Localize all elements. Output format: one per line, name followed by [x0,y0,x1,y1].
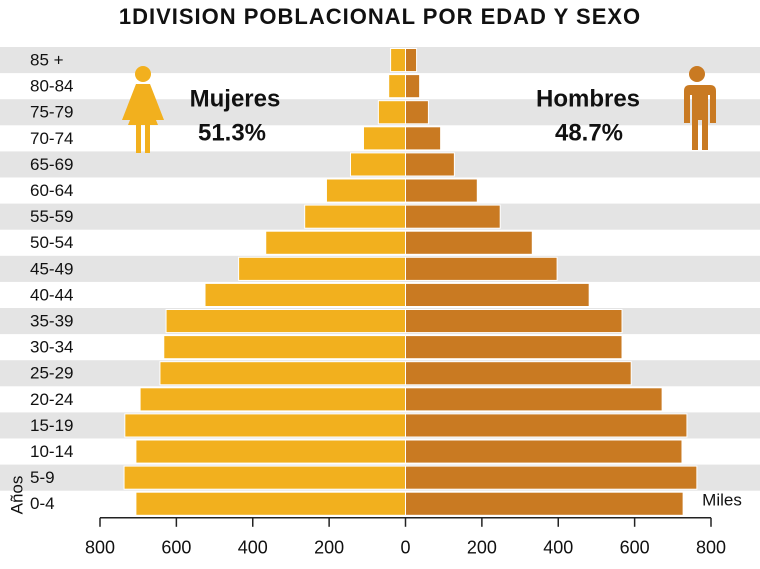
category-label: 25-29 [30,364,73,383]
bar [377,100,406,125]
bar [388,74,407,99]
category-label: 50-54 [30,233,73,252]
bar [265,230,407,255]
bar [405,335,623,360]
bar [405,361,632,386]
category-label: 10-14 [30,442,73,461]
x-tick-label: 600 [620,538,650,558]
bar [390,48,406,73]
category-label: 30-34 [30,338,73,357]
x-tick-label: 400 [543,538,573,558]
category-label: 85 + [30,51,64,70]
x-tick-label: 0 [400,538,410,558]
x-tick-label: 200 [467,538,497,558]
x-tick-label: 200 [314,538,344,558]
bar [405,309,623,334]
bar [405,178,478,203]
bar [405,491,684,516]
bar [123,465,406,490]
category-label: 5-9 [30,468,55,487]
bar [405,74,421,99]
bar [204,282,406,307]
category-label: 35-39 [30,312,73,331]
category-label: 0-4 [30,494,55,513]
category-label: 70-74 [30,129,73,148]
legend-percent: 51.3% [198,119,266,146]
x-tick-label: 400 [238,538,268,558]
marks-layer [123,48,698,516]
bar [238,256,406,281]
female-icon [122,66,164,153]
bar [165,309,406,334]
bar [163,335,406,360]
bar [405,465,698,490]
row-stripe [0,47,760,74]
bar [405,100,429,125]
legend-label: Mujeres [190,85,281,112]
unit-label: Miles [702,490,742,509]
category-label: 20-24 [30,390,73,409]
category-label: 60-64 [30,181,73,200]
x-tick-label: 800 [85,538,115,558]
bar [304,204,406,229]
legend-label: Hombres [536,85,640,112]
front-layer: 1DIVISION POBLACIONAL POR EDAD Y SEXO Mu… [7,4,741,558]
bar [139,387,407,412]
bar [159,361,406,386]
bar [405,48,418,73]
bar [405,256,558,281]
chart-title: 1DIVISION POBLACIONAL POR EDAD Y SEXO [119,4,641,29]
bar [405,152,455,177]
bar [405,126,442,151]
legend-percent: 48.7% [555,119,623,146]
male-icon [684,66,716,150]
category-label: 40-44 [30,285,73,304]
category-label: 75-79 [30,103,73,122]
bar [405,230,533,255]
x-tick-label: 600 [161,538,191,558]
bar [135,491,407,516]
bar [405,387,663,412]
bar [350,152,407,177]
category-label: 45-49 [30,259,73,278]
category-label: 80-84 [30,77,73,96]
category-label: 65-69 [30,155,73,174]
bar [124,413,407,438]
bar [135,439,407,464]
bar [405,204,501,229]
y-axis-label: Años [7,476,26,515]
x-tick-label: 800 [696,538,726,558]
bar [405,413,688,438]
bar [405,282,590,307]
bar [362,126,406,151]
bar [325,178,406,203]
bar [405,439,683,464]
category-label: 15-19 [30,416,73,435]
category-label: 55-59 [30,207,73,226]
